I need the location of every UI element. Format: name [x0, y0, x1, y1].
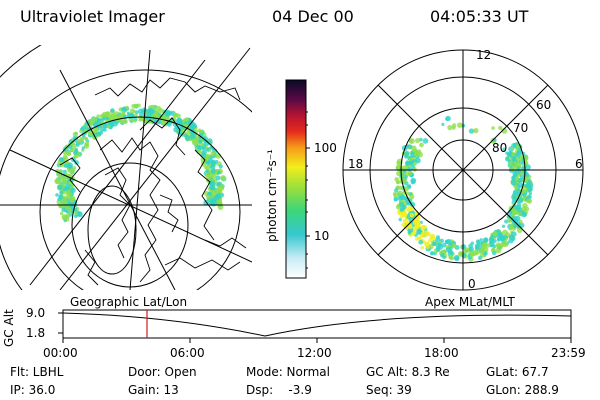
- info-gc-alt: GC Alt: 8.3 Re: [366, 365, 450, 379]
- time-label: 04:05:33 UT: [430, 7, 529, 26]
- timeline-ytick-9: 9.0: [26, 306, 46, 320]
- info-filter: Flt: LBHL: [10, 365, 64, 379]
- info-ip: IP: 36.0: [10, 383, 56, 397]
- timeline-xtick-6: 06:00: [170, 346, 205, 360]
- polar-plot: [342, 49, 584, 291]
- polar-grid: [342, 49, 584, 291]
- timeline-xtick-18: 18:00: [424, 346, 459, 360]
- colorbar-tick-10: 10: [314, 229, 330, 243]
- timeline-axis-label: GC Alt: [2, 309, 16, 347]
- mlat-label-80: 80: [492, 141, 508, 155]
- mlt-label-0: 0: [468, 277, 476, 291]
- timeline-xtick-12: 12:00: [297, 346, 332, 360]
- geo-aurora-oval: [54, 103, 227, 223]
- mlt-label-18: 18: [348, 157, 364, 171]
- mlat-label-60: 60: [536, 98, 552, 112]
- info-glat: GLat: 67.7: [486, 365, 549, 379]
- info-gain: Gain: 13: [128, 383, 179, 397]
- timeline-xtick-0: 00:00: [43, 346, 78, 360]
- geo-coastlines: [59, 77, 247, 286]
- timeline-left-title: Geographic Lat/Lon: [70, 295, 188, 309]
- geographic-map: [0, 45, 252, 290]
- info-seq: Seq: 39: [366, 383, 412, 397]
- timeline-ytick-1.8: 1.8: [26, 326, 46, 340]
- info-mode: Mode: Normal: [246, 365, 330, 379]
- altitude-timeline: [58, 309, 572, 343]
- info-door: Door: Open: [128, 365, 197, 379]
- colorbar-tick-100: 100: [314, 141, 337, 155]
- timeline-right-title: Apex MLat/MLT: [425, 295, 515, 309]
- color-bar: [285, 79, 310, 279]
- mlt-label-12: 12: [476, 48, 492, 62]
- mlt-label-6: 6: [575, 157, 583, 171]
- timeline-xtick-23:59: 23:59: [551, 346, 586, 360]
- altitude-curve: [62, 312, 572, 337]
- polar-aurora-oval: [392, 115, 534, 262]
- info-glon: GLon: 288.9: [486, 383, 559, 397]
- timeline-x-ticks: [62, 338, 572, 343]
- colorbar-unit-label: photon cm⁻²s⁻¹: [265, 149, 279, 242]
- geo-graticule: [0, 45, 252, 290]
- instrument-title: Ultraviolet Imager: [20, 7, 165, 26]
- info-dsp: Dsp: -3.9: [246, 383, 312, 397]
- date-label: 04 Dec 00: [272, 7, 354, 26]
- mlat-label-70: 70: [513, 121, 529, 135]
- color-bar-ticks: [306, 111, 310, 269]
